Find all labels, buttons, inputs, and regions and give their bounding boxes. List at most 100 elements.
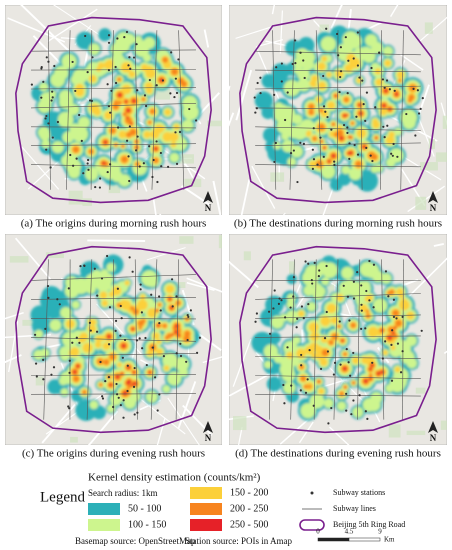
subway-station <box>345 392 348 395</box>
density-blob <box>339 136 344 141</box>
density-blob <box>391 331 395 335</box>
subway-station <box>358 394 361 397</box>
density-blob <box>39 291 58 310</box>
subway-line <box>31 352 196 357</box>
density-blob <box>265 295 284 315</box>
subway-line <box>380 30 382 190</box>
density-blob <box>327 159 331 163</box>
subway-line <box>381 259 385 420</box>
density-blob <box>368 373 373 377</box>
density-blob <box>342 366 347 371</box>
density-blob <box>104 273 113 282</box>
density-blob <box>372 121 380 129</box>
density-blob <box>109 383 113 387</box>
subway-station <box>75 336 78 339</box>
subway-line <box>86 259 93 420</box>
density-blob <box>323 398 334 409</box>
density-blob <box>112 103 119 110</box>
density-blob <box>123 396 137 409</box>
subway-station <box>155 140 158 143</box>
subway-station <box>112 405 115 409</box>
density-blob <box>287 126 301 139</box>
subway-station <box>284 316 287 319</box>
subway-line <box>255 107 421 110</box>
subway-station <box>177 58 180 61</box>
subway-station <box>372 306 375 309</box>
density-blob <box>320 315 331 327</box>
subway-station <box>120 317 123 320</box>
subway-station <box>396 155 399 158</box>
road <box>417 84 430 117</box>
road <box>41 403 76 444</box>
subway-station <box>126 364 129 367</box>
density-blob <box>72 370 77 374</box>
density-blob <box>352 381 355 384</box>
subway-station <box>195 351 199 354</box>
subway-station <box>421 97 424 100</box>
subway-line <box>255 314 421 319</box>
park <box>176 154 194 164</box>
ring-road <box>15 16 212 204</box>
subway-station <box>67 287 70 290</box>
density-blob <box>118 130 127 139</box>
north-label: N <box>205 203 212 213</box>
subway-station <box>339 75 342 79</box>
subway-station <box>128 256 131 259</box>
density-blob <box>72 68 88 84</box>
subway-station <box>362 103 365 106</box>
subway-station <box>136 89 139 92</box>
density-blob <box>118 174 131 187</box>
subway-station <box>313 261 316 264</box>
subway-station <box>273 289 276 292</box>
density-blob <box>175 324 179 328</box>
road <box>330 5 343 29</box>
subway-station <box>302 142 305 145</box>
road <box>180 185 211 206</box>
subway-station <box>116 126 120 129</box>
subway-station <box>148 145 151 148</box>
road <box>47 8 98 42</box>
park <box>82 198 92 206</box>
subway-station <box>283 402 286 405</box>
legend-symbol-label: Subway lines <box>333 504 376 513</box>
subway-station <box>89 329 92 332</box>
density-blob <box>115 374 120 379</box>
subway-station <box>318 269 321 272</box>
density-blob <box>73 375 80 382</box>
subway-station <box>139 283 142 286</box>
subway-station <box>170 51 173 54</box>
subway-line <box>31 143 196 146</box>
subway-station <box>198 336 201 339</box>
subway-station <box>259 76 262 79</box>
subway-station <box>151 346 154 349</box>
subway-station <box>80 139 83 142</box>
subway-station <box>391 329 394 332</box>
density-blob <box>303 384 308 389</box>
subway-station <box>116 393 119 396</box>
density-blob <box>99 291 108 300</box>
legend-swatch <box>88 519 120 531</box>
subway-station <box>390 343 393 346</box>
subway-station <box>360 284 363 287</box>
subway-station <box>155 84 158 87</box>
subway-station <box>101 397 105 400</box>
density-blob <box>266 376 282 392</box>
legend-symbol-label: Subway stations <box>333 488 385 497</box>
north-label: N <box>430 433 437 443</box>
road <box>177 381 197 430</box>
density-blob <box>315 351 324 360</box>
subway-station <box>381 357 384 360</box>
subway-line <box>255 356 421 359</box>
density-blob <box>343 42 354 53</box>
subway-station <box>370 66 373 70</box>
subway-station <box>108 306 112 309</box>
subway-station <box>253 96 256 99</box>
subway-station <box>267 310 271 313</box>
density-blob <box>271 63 290 81</box>
density-blob <box>396 288 404 296</box>
density-blob <box>169 152 180 163</box>
density-blob <box>148 371 152 374</box>
legend-class-label: 50 - 100 <box>128 503 161 514</box>
subway-station <box>273 160 276 164</box>
subway-station <box>311 282 314 285</box>
